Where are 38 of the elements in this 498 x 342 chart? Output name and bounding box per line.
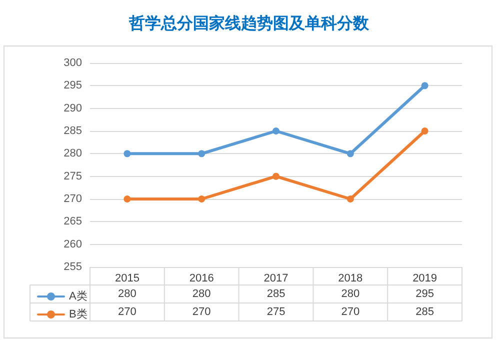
chart-title: 哲学总分国家线趋势图及单科分数 — [128, 14, 370, 32]
data-label: 285 — [416, 306, 434, 318]
y-tick-label: 275 — [64, 170, 82, 182]
point — [124, 150, 131, 158]
data-label: 270 — [341, 306, 360, 318]
y-tick-label: 265 — [64, 216, 82, 228]
data-label: 280 — [118, 288, 136, 300]
x-tick-label: 2015 — [114, 272, 140, 284]
x-tick-label: 2018 — [338, 272, 363, 284]
point — [198, 196, 206, 202]
data-label: 280 — [192, 288, 211, 300]
legend-label: B类 — [69, 308, 88, 320]
point — [272, 128, 280, 134]
point — [346, 196, 354, 202]
y-tick-label: 295 — [64, 80, 82, 92]
point — [198, 150, 206, 158]
legend-label: A类 — [69, 290, 88, 302]
data-label: 285 — [266, 288, 286, 300]
y-tick-label: 260 — [64, 238, 82, 250]
data-label: 280 — [341, 288, 360, 300]
point — [124, 196, 131, 202]
y-tick-label: 285 — [64, 125, 82, 137]
point — [421, 82, 428, 90]
y-tick-label: 255 — [64, 261, 82, 273]
x-tick-label: 2017 — [264, 272, 288, 284]
y-tick-label: 300 — [64, 57, 82, 69]
data-label: 270 — [118, 306, 136, 318]
data-label: 275 — [266, 306, 286, 318]
x-tick-label: 2019 — [412, 272, 438, 284]
y-tick-label: 280 — [64, 148, 82, 160]
point — [346, 150, 354, 158]
x-tick-label: 2016 — [189, 272, 214, 284]
data-label: 270 — [192, 306, 211, 318]
y-tick-label: 290 — [64, 102, 82, 114]
data-label: 295 — [416, 288, 434, 300]
y-tick-label: 270 — [64, 193, 82, 205]
point — [272, 172, 280, 180]
point — [421, 128, 428, 134]
